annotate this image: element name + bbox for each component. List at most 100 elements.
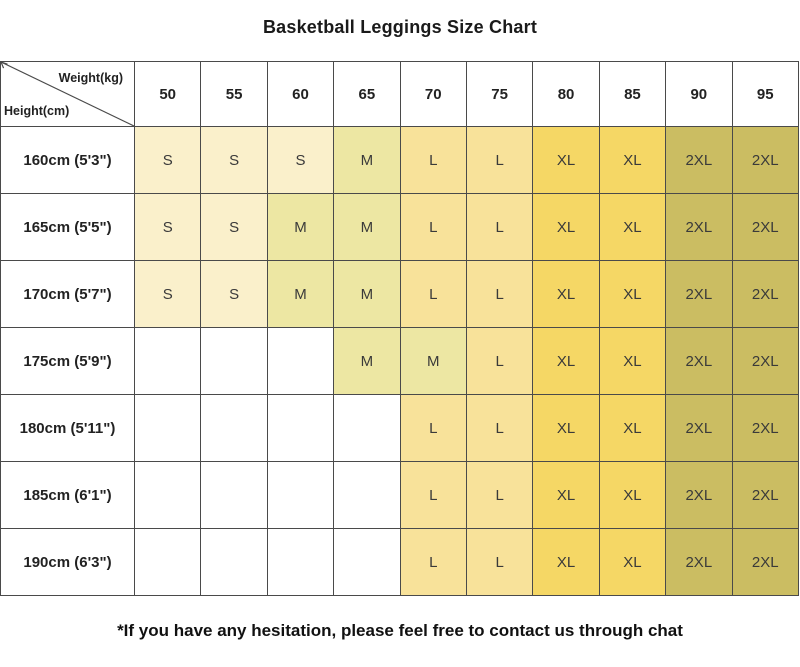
table-row: 180cm (5'11") L L XL XL 2XL 2XL — [0, 394, 800, 462]
size-cell: S — [200, 126, 268, 194]
table-row: 185cm (6'1") L L XL XL 2XL 2XL — [0, 461, 800, 529]
size-cell: XL — [532, 394, 600, 462]
empty-cell — [200, 528, 268, 596]
diagonal-divider-line — [1, 62, 134, 126]
size-cell: 2XL — [731, 260, 800, 328]
weight-axis-label: Weight(kg) — [58, 71, 123, 85]
height-row-header: 185cm (6'1") — [0, 461, 135, 529]
height-row-header: 170cm (5'7") — [0, 260, 135, 328]
size-cell: L — [399, 528, 467, 596]
size-cell: M — [333, 193, 401, 261]
weight-column-header: 95 — [731, 61, 800, 127]
size-cell: L — [465, 126, 534, 194]
size-cell: XL — [532, 126, 600, 194]
weight-column-header: 65 — [333, 61, 401, 127]
size-cell: 2XL — [731, 327, 800, 395]
table-row: 175cm (5'9") M M L XL XL 2XL 2XL — [0, 327, 800, 395]
empty-cell — [333, 394, 401, 462]
size-cell: XL — [532, 528, 600, 596]
size-cell: M — [399, 327, 467, 395]
empty-cell — [266, 394, 335, 462]
empty-cell — [200, 461, 268, 529]
empty-cell — [333, 528, 401, 596]
height-row-header: 180cm (5'11") — [0, 394, 135, 462]
size-cell: L — [465, 260, 534, 328]
size-cell: L — [399, 193, 467, 261]
size-cell: M — [266, 260, 335, 328]
empty-cell — [266, 528, 335, 596]
empty-cell — [200, 394, 268, 462]
size-cell: 2XL — [665, 528, 733, 596]
empty-cell — [133, 327, 202, 395]
weight-column-header: 80 — [532, 61, 600, 127]
size-cell: XL — [598, 394, 667, 462]
weight-column-header: 55 — [200, 61, 268, 127]
size-cell: L — [465, 193, 534, 261]
size-cell: M — [266, 193, 335, 261]
size-cell: XL — [532, 327, 600, 395]
size-cell: L — [465, 327, 534, 395]
size-cell: S — [133, 126, 202, 194]
size-cell: 2XL — [731, 394, 800, 462]
size-cell: S — [133, 193, 202, 261]
size-cell: L — [399, 461, 467, 529]
size-cell: 2XL — [665, 394, 733, 462]
size-cell: L — [399, 260, 467, 328]
size-cell: S — [200, 193, 268, 261]
empty-cell — [133, 461, 202, 529]
size-cell: 2XL — [665, 461, 733, 529]
size-cell: XL — [598, 126, 667, 194]
size-cell: L — [399, 394, 467, 462]
empty-cell — [200, 327, 268, 395]
table-row: 190cm (6'3") L L XL XL 2XL 2XL — [0, 528, 800, 596]
height-row-header: 160cm (5'3") — [0, 126, 135, 194]
size-cell: S — [133, 260, 202, 328]
table-row: 170cm (5'7") S S M M L L XL XL 2XL 2XL — [0, 260, 800, 328]
size-cell: XL — [598, 461, 667, 529]
size-cell: S — [200, 260, 268, 328]
empty-cell — [266, 461, 335, 529]
size-cell: XL — [598, 528, 667, 596]
size-cell: M — [333, 260, 401, 328]
weight-column-header: 60 — [266, 61, 335, 127]
size-cell: 2XL — [731, 193, 800, 261]
size-cell: S — [266, 126, 335, 194]
size-cell: 2XL — [665, 327, 733, 395]
size-cell: 2XL — [665, 193, 733, 261]
empty-cell — [266, 327, 335, 395]
weight-column-header: 75 — [465, 61, 534, 127]
height-axis-label: Height(cm) — [4, 104, 70, 118]
empty-cell — [133, 528, 202, 596]
size-cell: L — [399, 126, 467, 194]
table-header-row: Weight(kg) Height(cm) 50 55 60 65 70 75 80 85 90… — [0, 61, 800, 127]
size-chart-table: Weight(kg) Height(cm) 50 55 60 65 70 75 80 85 90… — [0, 61, 800, 596]
size-cell: XL — [598, 260, 667, 328]
size-cell: 2XL — [731, 528, 800, 596]
weight-column-header: 70 — [399, 61, 467, 127]
empty-cell — [133, 394, 202, 462]
page-title: Basketball Leggings Size Chart — [262, 17, 538, 37]
footer-note: *If you have any hesitation, please feel… — [117, 621, 683, 640]
empty-cell — [333, 461, 401, 529]
corner-cell: Weight(kg) Height(cm) — [0, 61, 135, 127]
size-cell: XL — [598, 327, 667, 395]
table-row: 165cm (5'5") S S M M L L XL XL 2XL 2XL — [0, 193, 800, 261]
height-row-header: 165cm (5'5") — [0, 193, 135, 261]
size-cell: L — [465, 461, 534, 529]
size-cell: 2XL — [731, 126, 800, 194]
size-cell: L — [465, 528, 534, 596]
weight-column-header: 85 — [598, 61, 667, 127]
size-cell: 2XL — [731, 461, 800, 529]
height-row-header: 175cm (5'9") — [0, 327, 135, 395]
weight-column-header: 50 — [133, 61, 202, 127]
size-cell: XL — [532, 193, 600, 261]
size-cell: M — [333, 126, 401, 194]
size-cell: M — [333, 327, 401, 395]
size-cell: 2XL — [665, 260, 733, 328]
height-row-header: 190cm (6'3") — [0, 528, 135, 596]
size-cell: L — [465, 394, 534, 462]
size-cell: 2XL — [665, 126, 733, 194]
weight-column-header: 90 — [665, 61, 733, 127]
size-cell: XL — [532, 260, 600, 328]
